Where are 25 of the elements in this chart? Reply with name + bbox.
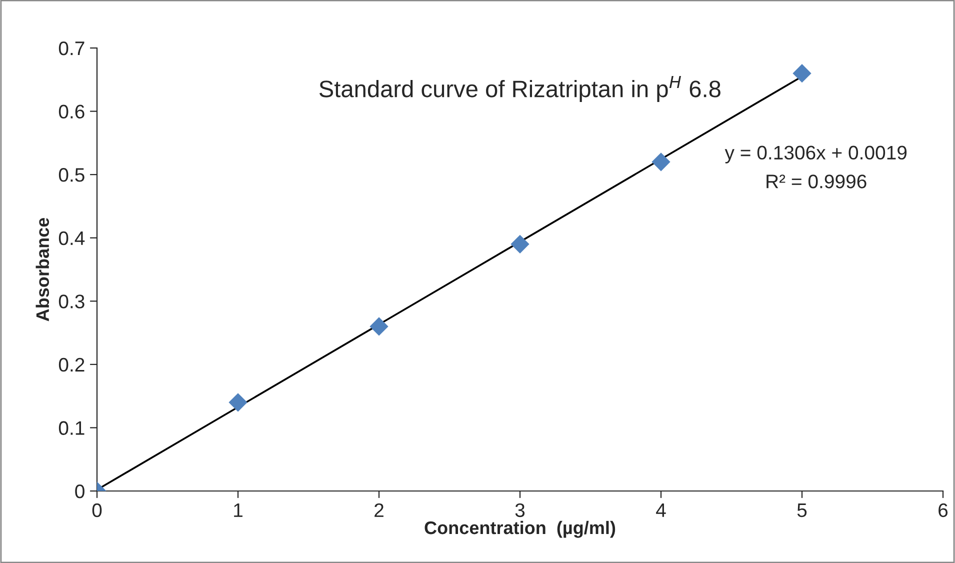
point <box>652 152 670 172</box>
x-tick-label: 5 <box>797 504 807 518</box>
y-tick-label: 0.6 <box>58 104 84 119</box>
y-tick-label: 0.2 <box>58 358 84 372</box>
y-tick-label: 0 <box>75 484 84 498</box>
y-tick-label: 0.7 <box>58 41 84 56</box>
y-tick-label: 0.4 <box>58 231 85 246</box>
annotation: y = 0.1306x + 0.0019 <box>724 146 907 164</box>
x-tick-label: 3 <box>515 503 525 518</box>
point <box>510 234 530 254</box>
x-axis-title: Concentration (µg/ml) <box>424 520 616 538</box>
point <box>228 393 248 412</box>
y-tick-label: 0.5 <box>58 168 84 182</box>
point <box>792 64 812 83</box>
x-tick-label: 6 <box>938 503 948 518</box>
text: Standard curve of Rizatriptan in p$^{H}$ 6.8 <box>319 76 720 102</box>
y-tick-label: 0.1 <box>58 421 84 435</box>
annotation: R² = 0.9996 <box>766 174 866 188</box>
x-tick-label: 1 <box>234 504 242 517</box>
x-tick-label: 2 <box>374 503 384 517</box>
y-tick-label: 0.3 <box>58 294 84 308</box>
point <box>370 317 388 336</box>
y-axis-title: Absorbance <box>36 218 50 322</box>
x-tick-label: 0 <box>92 503 102 518</box>
x-tick-label: 4 <box>656 504 666 517</box>
